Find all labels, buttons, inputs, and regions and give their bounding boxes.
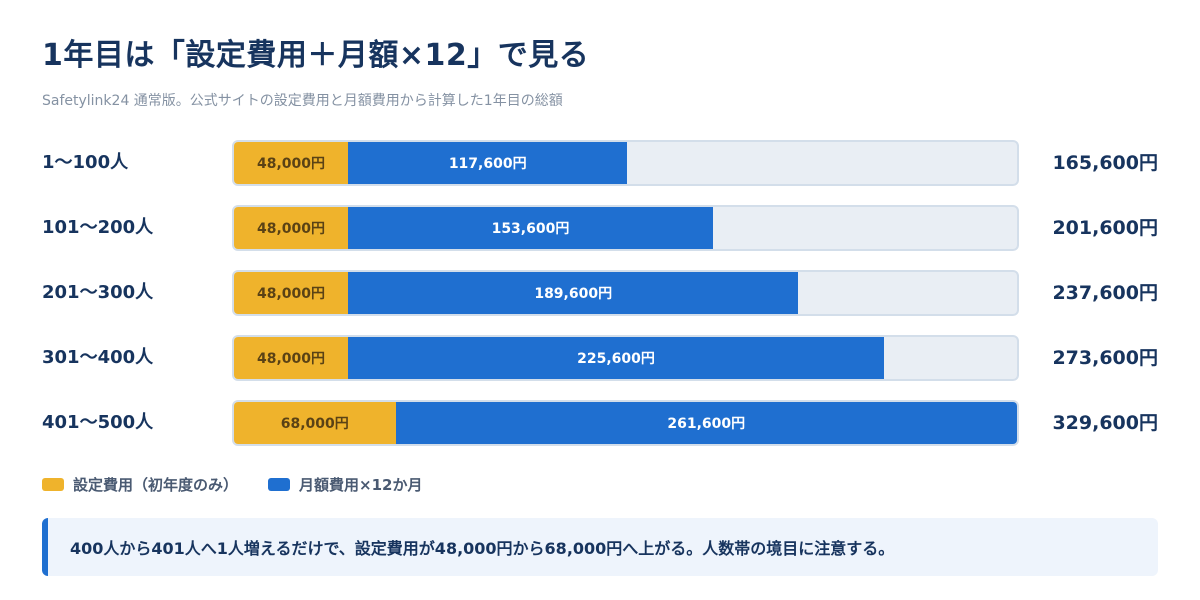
total-label: 273,600円 — [1052, 347, 1158, 369]
data-label: 261,600円 — [667, 416, 746, 432]
callout-note-text: 400人から401人へ1人増えるだけで、設定費用が48,000円から68,000… — [70, 539, 895, 558]
bar-track: 68,000円 261,600円 — [232, 400, 1019, 446]
data-label: 48,000円 — [256, 286, 326, 302]
data-label: 189,600円 — [534, 286, 613, 302]
page-title: 1年目は「設定費用＋月額×12」で見る — [42, 38, 590, 73]
bar-track: 48,000円 117,600円 — [232, 140, 1019, 186]
bar-track: 48,000円 225,600円 — [232, 335, 1019, 381]
chart-row: 301〜400人 48,000円 225,600円 273,600円 — [0, 335, 1200, 381]
legend-label-setup: 設定費用（初年度のみ） — [73, 476, 239, 494]
total-label: 201,600円 — [1052, 217, 1158, 239]
bar-segment-monthly: 117,600円 — [348, 142, 628, 184]
callout-note: 400人から401人へ1人増えるだけで、設定費用が48,000円から68,000… — [42, 518, 1158, 576]
legend-label-monthly: 月額費用×12か月 — [299, 476, 423, 494]
bar-segment-setup: 48,000円 — [234, 337, 349, 379]
data-label: 68,000円 — [280, 416, 349, 432]
bar-segment-setup: 48,000円 — [234, 207, 349, 249]
bar-segment-setup: 48,000円 — [234, 272, 349, 314]
page-subtitle: Safetylink24 通常版。公式サイトの設定費用と月額費用から計算した1年… — [42, 93, 563, 109]
total-label: 237,600円 — [1052, 282, 1158, 304]
category-label: 101〜200人 — [42, 217, 154, 238]
bar-segment-setup: 48,000円 — [234, 142, 349, 184]
chart-row: 1〜100人 48,000円 117,600円 165,600円 — [0, 140, 1200, 186]
chart-legend: 設定費用（初年度のみ） 月額費用×12か月 — [42, 474, 452, 495]
bar-segment-monthly: 261,600円 — [395, 402, 1017, 444]
category-label: 301〜400人 — [42, 347, 154, 368]
legend-item-monthly: 月額費用×12か月 — [268, 474, 422, 495]
data-label: 48,000円 — [256, 351, 326, 367]
chart-row: 101〜200人 48,000円 153,600円 201,600円 — [0, 205, 1200, 251]
total-label: 165,600円 — [1052, 152, 1158, 174]
legend-swatch-monthly — [268, 478, 291, 491]
legend-item-setup: 設定費用（初年度のみ） — [42, 474, 238, 495]
data-label: 48,000円 — [256, 221, 326, 237]
bar-segment-monthly: 189,600円 — [348, 272, 799, 314]
bar-segment-monthly: 153,600円 — [348, 207, 713, 249]
category-label: 201〜300人 — [42, 282, 154, 303]
legend-swatch-setup — [42, 478, 64, 491]
chart-row: 201〜300人 48,000円 189,600円 237,600円 — [0, 270, 1200, 316]
bar-segment-monthly: 225,600円 — [348, 337, 884, 379]
total-label: 329,600円 — [1052, 412, 1158, 434]
chart-row: 401〜500人 68,000円 261,600円 329,600円 — [0, 400, 1200, 446]
data-label: 48,000円 — [256, 156, 326, 172]
bar-track: 48,000円 153,600円 — [232, 205, 1019, 251]
category-label: 1〜100人 — [42, 152, 129, 173]
bar-track: 48,000円 189,600円 — [232, 270, 1019, 316]
data-label: 117,600円 — [448, 156, 527, 172]
bar-segment-setup: 68,000円 — [234, 402, 396, 444]
category-label: 401〜500人 — [42, 412, 154, 433]
data-label: 225,600円 — [577, 351, 655, 367]
data-label: 153,600円 — [491, 221, 570, 237]
